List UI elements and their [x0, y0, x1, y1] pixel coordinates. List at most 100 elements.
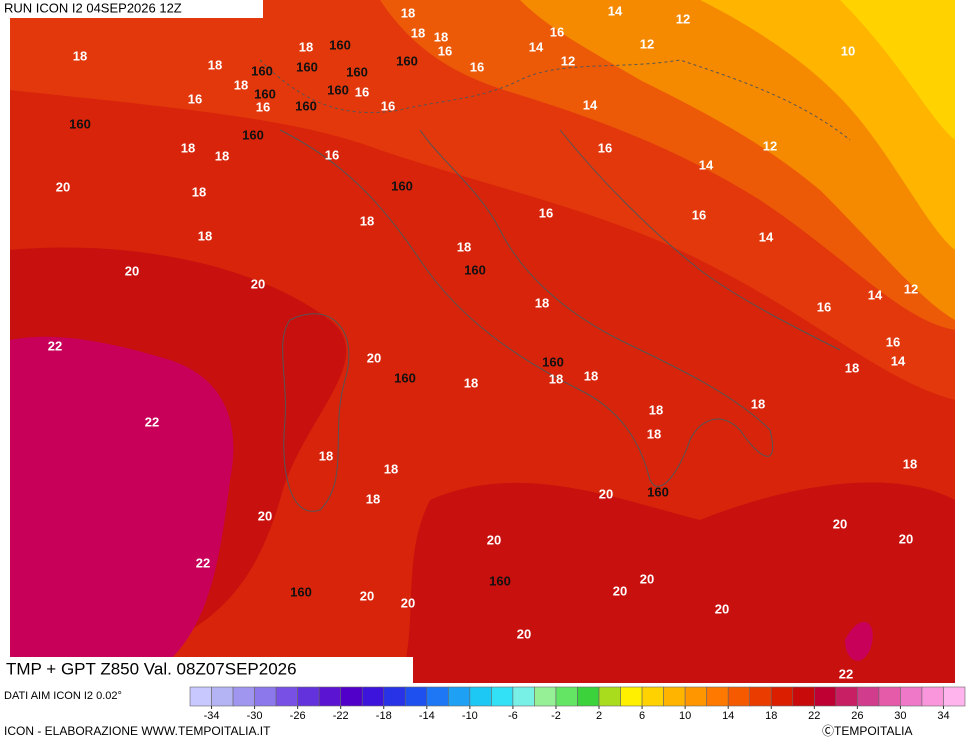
contour-label: 18 — [208, 57, 222, 72]
contour-label: 16 — [381, 98, 395, 113]
contour-label: 18 — [319, 448, 333, 463]
colorbar-swatch — [469, 686, 492, 707]
contour-label: 16 — [256, 99, 270, 114]
colorbar-swatch — [921, 686, 944, 707]
contour-label: 14 — [699, 157, 714, 172]
contour-label: 10 — [841, 43, 855, 58]
contour-label: 18 — [299, 39, 313, 54]
colorbar-swatch — [620, 686, 643, 707]
contour-label: 18 — [360, 213, 374, 228]
contour-label: 16 — [438, 43, 452, 58]
contour-label: 160 — [290, 584, 312, 599]
contour-label: 18 — [649, 402, 663, 417]
contour-label: 12 — [561, 53, 575, 68]
colorbar-swatch — [598, 686, 621, 707]
contour-label: 18 — [384, 461, 398, 476]
colorbar-tick-label: 2 — [596, 710, 602, 722]
contour-label: 18 — [549, 371, 563, 386]
colorbar-swatch — [900, 686, 923, 707]
colorbar-tick-label: -26 — [290, 710, 306, 722]
colorbar-swatch — [577, 686, 600, 707]
contour-label: 18 — [535, 295, 549, 310]
contour-label: 160 — [242, 127, 264, 142]
contour-label: 22 — [145, 414, 159, 429]
contour-label: 160 — [542, 354, 564, 369]
contour-label: 16 — [470, 59, 484, 74]
contour-label: 18 — [181, 140, 195, 155]
colorbar-swatch — [555, 686, 578, 707]
contour-label: 16 — [539, 205, 553, 220]
contour-label: 160 — [346, 64, 368, 79]
contour-label: 16 — [325, 147, 339, 162]
contour-label: 20 — [613, 583, 627, 598]
contour-label: 18 — [73, 48, 87, 63]
contour-label: 18 — [464, 375, 478, 390]
logo: ⒸTEMPOITALIA — [822, 724, 912, 738]
contour-label: 18 — [234, 77, 248, 92]
run-label: RUN ICON I2 04SEP2026 12Z — [4, 0, 182, 15]
contour-label: 18 — [647, 426, 661, 441]
colorbar-swatch — [404, 686, 428, 707]
colorbar-tick-label: -10 — [462, 710, 478, 722]
header-box — [0, 0, 263, 18]
contour-label: 18 — [366, 491, 380, 506]
colorbar-tick-label: -14 — [419, 710, 435, 722]
contour-label: 16 — [692, 207, 706, 222]
contour-label: 12 — [676, 11, 690, 26]
contour-label: 20 — [487, 532, 501, 547]
colorbar-swatch — [792, 686, 815, 707]
contour-label: 20 — [599, 486, 613, 501]
colorbar-swatch — [706, 686, 729, 707]
contour-label: 16 — [886, 334, 900, 349]
contour-label: 160 — [489, 573, 511, 588]
contour-label: 160 — [296, 59, 318, 74]
contour-label: 22 — [48, 338, 62, 353]
colorbar-source: DATI AIM ICON I2 0.02° — [4, 690, 122, 702]
colorbar-tick-label: -18 — [376, 710, 392, 722]
credit: ICON - ELABORAZIONE WWW.TEMPOITALIA.IT — [4, 724, 271, 738]
colorbar-swatch — [857, 686, 880, 707]
contour-label: 18 — [751, 396, 765, 411]
contour-label: 20 — [640, 571, 654, 586]
contour-label: 16 — [188, 91, 202, 106]
contour-label: 160 — [396, 53, 418, 68]
contour-label: 20 — [360, 588, 374, 603]
contour-label: 22 — [196, 555, 210, 570]
contour-label: 18 — [434, 29, 448, 44]
colorbar-swatch — [275, 686, 298, 707]
colorbar-swatch — [254, 686, 277, 707]
colorbar-swatch — [770, 686, 794, 707]
colorbar-swatch — [534, 686, 557, 707]
contour-label: 12 — [904, 281, 918, 296]
colorbar-tick-label: 18 — [765, 710, 777, 722]
colorbar-swatch — [383, 686, 406, 707]
title-box — [0, 657, 413, 683]
colorbar-swatch — [318, 686, 341, 707]
colorbar-swatch — [512, 686, 535, 707]
colorbar-tick-label: 22 — [808, 710, 820, 722]
colorbar-tick-label: 26 — [851, 710, 863, 722]
contour-label: 20 — [715, 601, 729, 616]
contour-label: 22 — [839, 666, 853, 681]
contour-label: 16 — [817, 299, 831, 314]
colorbar-swatch — [878, 686, 901, 707]
colorbar-swatch — [361, 686, 385, 707]
colorbar-tick-label: 10 — [679, 710, 691, 722]
contour-label: 160 — [647, 484, 669, 499]
colorbar-swatch — [426, 686, 449, 707]
colorbar-tick-label: -30 — [247, 710, 263, 722]
colorbar-tick-label: 14 — [722, 710, 734, 722]
contour-label: 160 — [295, 98, 317, 113]
colorbar-tick-label: -2 — [551, 710, 561, 722]
colorbar-swatch — [211, 686, 234, 707]
contour-label: 20 — [899, 531, 913, 546]
colorbar-swatch — [684, 686, 707, 707]
contour-label: 14 — [891, 353, 906, 368]
colorbar-swatch — [297, 686, 320, 707]
contour-label: 12 — [763, 138, 777, 153]
contour-label: 14 — [583, 97, 598, 112]
contour-label: 160 — [254, 86, 276, 101]
contour-label: 160 — [391, 178, 413, 193]
contour-label: 160 — [327, 82, 349, 97]
